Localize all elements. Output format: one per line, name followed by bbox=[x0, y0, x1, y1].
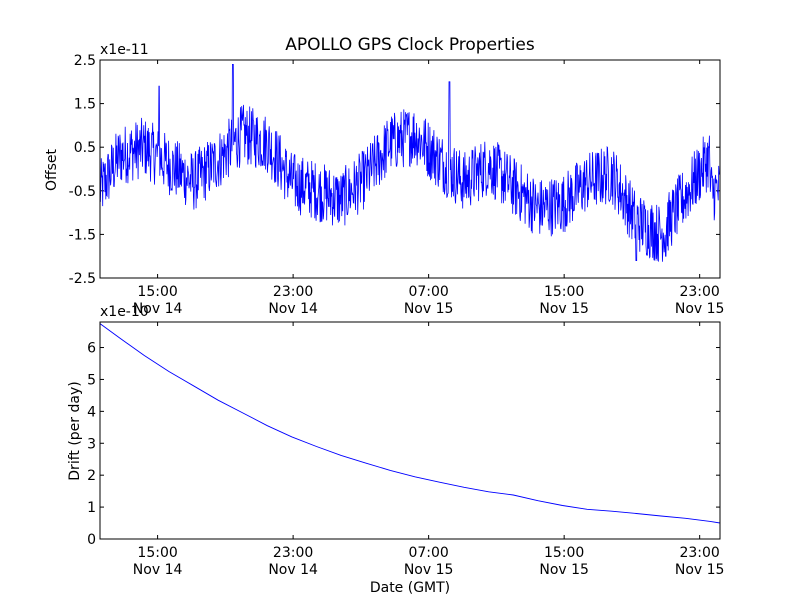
x-tick-label-time: 15:00 bbox=[137, 284, 177, 300]
x-tick-label-date: Nov 15 bbox=[404, 562, 454, 578]
offset-multiplier: x1e-10 bbox=[100, 304, 149, 320]
x-tick-label-date: Nov 15 bbox=[675, 301, 725, 317]
y-tick-label: 2.5 bbox=[74, 53, 96, 69]
y-tick-label: 4 bbox=[87, 404, 96, 420]
x-tick-label-time: 23:00 bbox=[273, 545, 313, 561]
y-tick-label: 0.5 bbox=[74, 140, 96, 156]
x-tick-label-date: Nov 15 bbox=[404, 301, 454, 317]
y-tick-label: 1 bbox=[87, 500, 96, 516]
x-tick-label-time: 07:00 bbox=[408, 545, 448, 561]
x-tick-label-time: 07:00 bbox=[408, 284, 448, 300]
y-ticks: 0 1 2 3 4 5 6 bbox=[87, 341, 720, 548]
chart-title: APOLLO GPS Clock Properties bbox=[285, 35, 535, 55]
y-tick-label: 5 bbox=[87, 372, 96, 388]
y-tick-label: 2 bbox=[87, 468, 96, 484]
series-layer bbox=[99, 64, 721, 262]
y-tick-label: 1.5 bbox=[74, 97, 96, 113]
series-line bbox=[99, 64, 721, 262]
x-tick-label-date: Nov 15 bbox=[539, 301, 589, 317]
drift-panel: x1e-10 Drift (per day) Date (GMT) 0 1 2 3 4 5… bbox=[67, 304, 724, 596]
y-tick-label: 0 bbox=[87, 532, 96, 548]
y-axis-label: Drift (per day) bbox=[67, 381, 83, 480]
y-tick-label: -2.5 bbox=[69, 271, 96, 287]
x-tick-label-date: Nov 14 bbox=[268, 301, 318, 317]
y-tick-label: 6 bbox=[87, 341, 96, 357]
x-tick-label-time: 15:00 bbox=[544, 545, 584, 561]
x-tick-label-time: 23:00 bbox=[679, 284, 719, 300]
y-ticks: -2.5 -1.5 -0.5 0.5 1.5 2.5 bbox=[69, 53, 720, 287]
series-layer bbox=[99, 323, 721, 524]
plot-area-frame bbox=[99, 321, 721, 540]
plot-area-frame bbox=[99, 59, 721, 279]
x-tick-label-date: Nov 14 bbox=[133, 301, 183, 317]
x-axis-label: Date (GMT) bbox=[370, 580, 450, 596]
y-tick-label: -0.5 bbox=[69, 184, 96, 200]
offset-panel: APOLLO GPS Clock Properties x1e-11 Offse… bbox=[44, 35, 724, 317]
y-axis-label: Offset bbox=[44, 148, 60, 191]
y-tick-label: -1.5 bbox=[69, 227, 96, 243]
x-tick-label-date: Nov 15 bbox=[539, 562, 589, 578]
series-line bbox=[99, 323, 721, 524]
x-tick-label-time: 15:00 bbox=[544, 284, 584, 300]
x-tick-label-date: Nov 14 bbox=[268, 562, 318, 578]
offset-multiplier: x1e-11 bbox=[100, 42, 149, 58]
x-tick-label-date: Nov 15 bbox=[675, 562, 725, 578]
x-tick-label-time: 15:00 bbox=[137, 545, 177, 561]
y-tick-label: 3 bbox=[87, 436, 96, 452]
x-tick-label-date: Nov 14 bbox=[133, 562, 183, 578]
x-tick-label-time: 23:00 bbox=[679, 545, 719, 561]
x-tick-label-time: 23:00 bbox=[273, 284, 313, 300]
